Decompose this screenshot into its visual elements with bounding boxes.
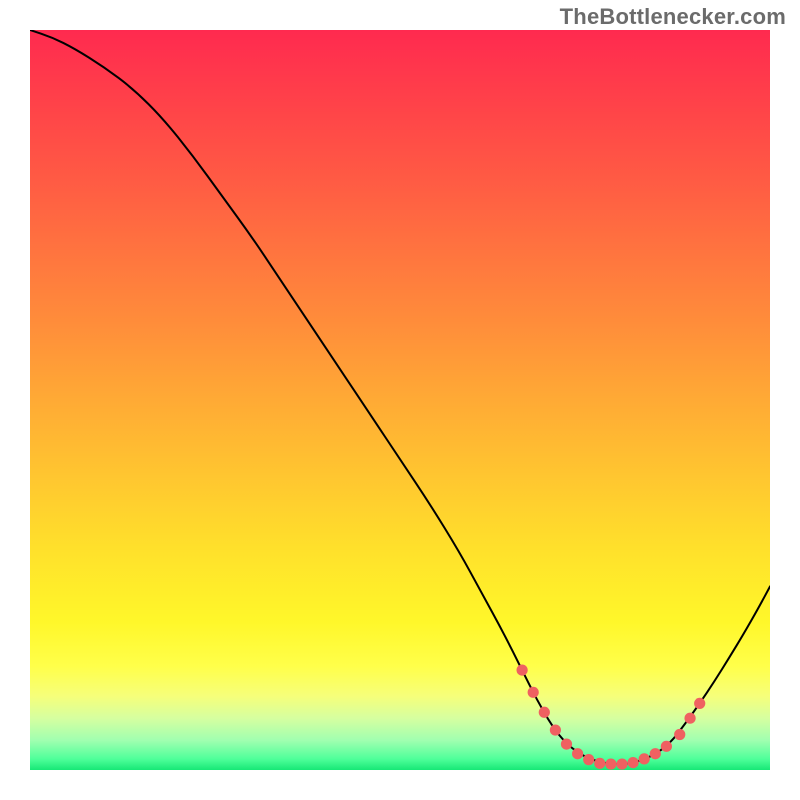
marker-point xyxy=(674,729,685,740)
marker-point xyxy=(694,698,705,709)
marker-point xyxy=(528,687,539,698)
marker-point xyxy=(550,724,561,735)
marker-point xyxy=(661,741,672,752)
marker-point xyxy=(517,665,528,676)
marker-point xyxy=(639,753,650,764)
marker-point xyxy=(605,758,616,769)
marker-point xyxy=(616,758,627,769)
marker-point xyxy=(561,739,572,750)
marker-point xyxy=(583,754,594,765)
marker-point xyxy=(650,748,661,759)
marker-point xyxy=(539,707,550,718)
marker-point xyxy=(684,713,695,724)
marker-point xyxy=(628,757,639,768)
chart-svg xyxy=(30,30,770,770)
marker-point xyxy=(594,758,605,769)
marker-point xyxy=(572,748,583,759)
plot-area xyxy=(30,30,770,770)
chart-container: TheBottlenecker.com xyxy=(0,0,800,800)
gradient-background xyxy=(30,30,770,770)
watermark-text: TheBottlenecker.com xyxy=(560,4,786,30)
